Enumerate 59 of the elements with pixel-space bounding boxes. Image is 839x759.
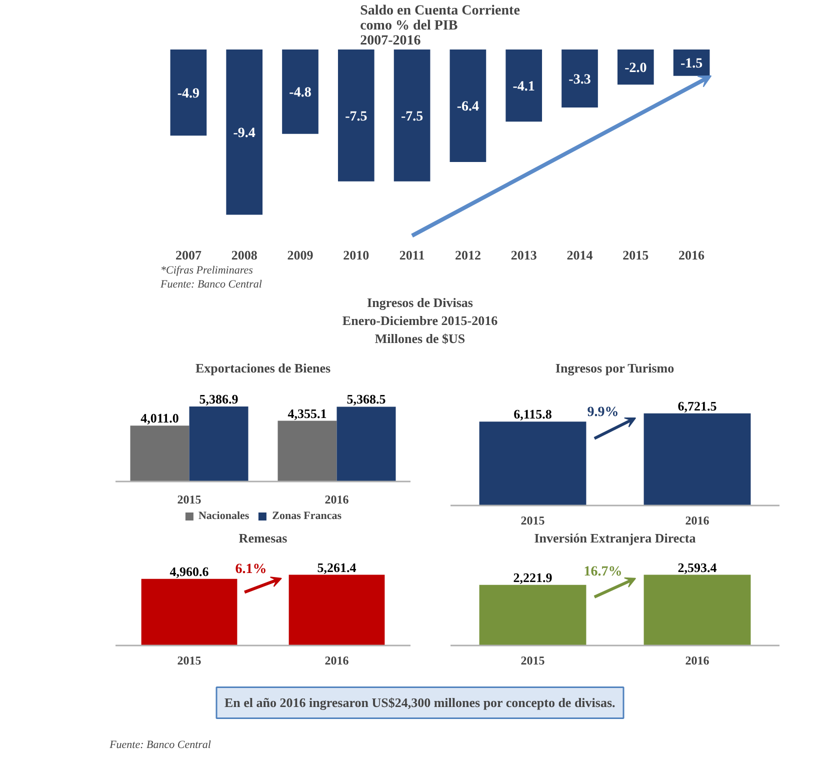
x-tick-label: 2016 bbox=[678, 248, 706, 262]
data-label: -9.4 bbox=[233, 126, 256, 142]
x-tick-label: 2015 bbox=[177, 492, 202, 506]
text: Enero-Diciembre 2015-2016 Millones de $US bbox=[342, 312, 498, 346]
text: *Cifras Preliminares bbox=[160, 264, 253, 276]
x-tick-label: 2015 bbox=[622, 248, 650, 262]
chart-title: Inversión Extranjera Directa bbox=[534, 530, 696, 546]
bar bbox=[278, 420, 337, 481]
x-tick-label: 2013 bbox=[510, 248, 538, 262]
data-label: -2.0 bbox=[624, 61, 647, 76]
chart-title: Remesas bbox=[238, 530, 288, 546]
chart-title: Ingresos por Turismo bbox=[555, 360, 674, 376]
data-label: -4.8 bbox=[289, 86, 312, 101]
bar bbox=[336, 406, 396, 481]
data-label: 5,368.5 bbox=[346, 391, 386, 406]
text: Ingresos de Divisas bbox=[367, 294, 473, 310]
x-tick-label: 2016 bbox=[324, 654, 349, 668]
x-tick-label: 2016 bbox=[324, 492, 349, 506]
bar bbox=[189, 406, 248, 481]
x-tick-label: 2015 bbox=[520, 654, 545, 668]
x-tick-label: 2016 bbox=[685, 513, 710, 528]
data-label: -3.3 bbox=[568, 72, 591, 88]
data-label: -4.1 bbox=[512, 80, 535, 95]
data-label: 5,261.4 bbox=[317, 560, 357, 576]
data-label: 2,593.4 bbox=[678, 560, 718, 576]
chart-subtitle: como % del PIB 2007-2016 bbox=[360, 18, 458, 48]
chart-title: Exportaciones de Bienes bbox=[195, 360, 331, 376]
x-tick-label: 2015 bbox=[520, 513, 545, 528]
data-label: 4,355.1 bbox=[288, 405, 327, 420]
data-label: 4,011.0 bbox=[140, 410, 179, 426]
legend-label: Zonas Francas bbox=[272, 510, 342, 522]
data-label: -4.9 bbox=[177, 86, 200, 102]
data-label: -7.5 bbox=[400, 109, 424, 124]
x-tick-label: 2015 bbox=[177, 654, 202, 668]
data-label: -7.5 bbox=[345, 109, 368, 124]
x-tick-label: 2009 bbox=[287, 248, 314, 262]
annotation: 6.1% bbox=[235, 562, 267, 578]
data-label: 2,221.9 bbox=[513, 570, 553, 586]
chart-title: Saldo en Cuenta Corriente bbox=[360, 4, 520, 18]
x-tick-label: 2011 bbox=[399, 248, 425, 262]
data-label: -6.4 bbox=[456, 100, 480, 115]
x-tick-label: 2007 bbox=[175, 248, 202, 262]
data-label: 5,386.9 bbox=[199, 391, 239, 406]
legend-label: Nacionales bbox=[198, 510, 250, 522]
x-tick-label: 2012 bbox=[454, 248, 481, 262]
bar bbox=[130, 425, 190, 481]
text: En el año 2016 ingresaron US$24,300 millones por concepto de divisas. bbox=[224, 695, 616, 710]
data-label: -1.5 bbox=[680, 56, 703, 72]
source-note: Fuente: Banco Central bbox=[108, 739, 211, 752]
x-tick-label: 2014 bbox=[566, 248, 594, 262]
annotation: 16.7% bbox=[584, 565, 622, 580]
data-label: 6,721.5 bbox=[678, 398, 718, 413]
annotation: 9.9% bbox=[587, 404, 619, 420]
x-tick-label: 2008 bbox=[231, 248, 258, 262]
x-tick-label: 2010 bbox=[343, 248, 370, 262]
data-label: 6,115.8 bbox=[514, 406, 552, 422]
source-note: Fuente: Banco Central bbox=[160, 278, 262, 290]
x-tick-label: 2016 bbox=[685, 654, 710, 668]
data-label: 4,960.6 bbox=[170, 564, 210, 580]
